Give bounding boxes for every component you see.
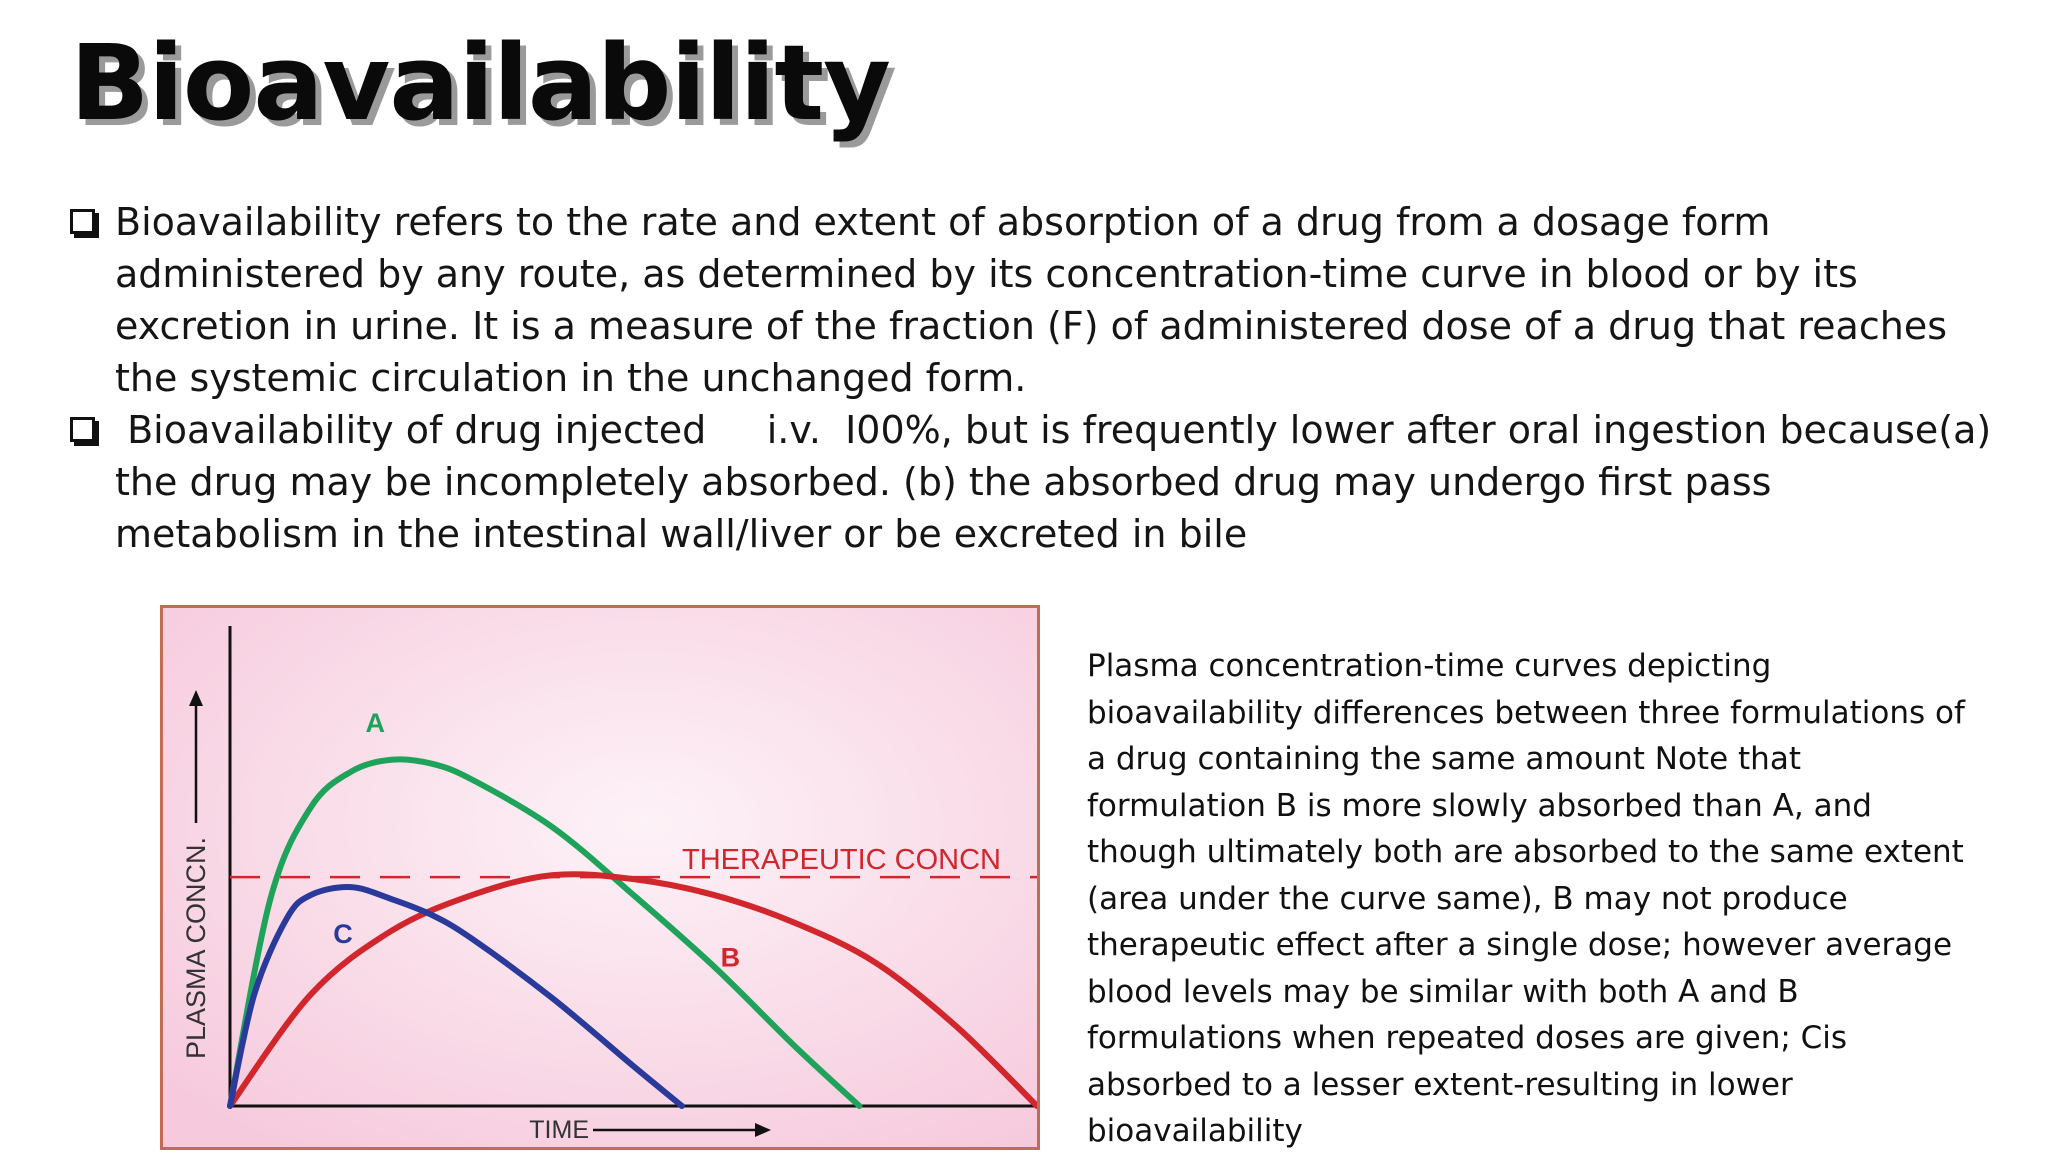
bullet-item-definition: Bioavailability refers to the rate and e… bbox=[66, 196, 1996, 404]
concentration-time-chart: THERAPEUTIC CONCN A B C TIME PLASMA CONCN. bbox=[163, 608, 1037, 1147]
slide-title: Bioavailability bbox=[70, 22, 891, 144]
chart-figure: THERAPEUTIC CONCN A B C TIME PLASMA CONCN. bbox=[160, 605, 1040, 1150]
bullet-text: Bioavailability refers to the rate and e… bbox=[115, 200, 1960, 400]
y-arrow-head-icon bbox=[189, 690, 203, 706]
curve-b bbox=[227, 871, 1037, 1109]
curve-label-b: B bbox=[721, 943, 741, 973]
curve-label-a: A bbox=[366, 708, 386, 738]
x-arrow-head-icon bbox=[755, 1123, 771, 1137]
curve-c bbox=[227, 884, 685, 1109]
bullet-item-iv-oral: Bioavailability of drug injected i.v. I0… bbox=[66, 404, 1996, 560]
curve-a bbox=[227, 756, 863, 1109]
curve-label-c: C bbox=[333, 919, 353, 949]
checkbox-bullet-icon bbox=[70, 417, 99, 446]
x-axis-label: TIME bbox=[529, 1116, 589, 1144]
y-axis-label: PLASMA CONCN. bbox=[181, 837, 211, 1059]
bullet-text: Bioavailability of drug injected i.v. I0… bbox=[115, 408, 2004, 556]
checkbox-bullet-icon bbox=[70, 209, 99, 238]
figure-caption: Plasma concentration-time curves depicti… bbox=[1087, 648, 1965, 1149]
therapeutic-label: THERAPEUTIC CONCN bbox=[682, 844, 1001, 876]
